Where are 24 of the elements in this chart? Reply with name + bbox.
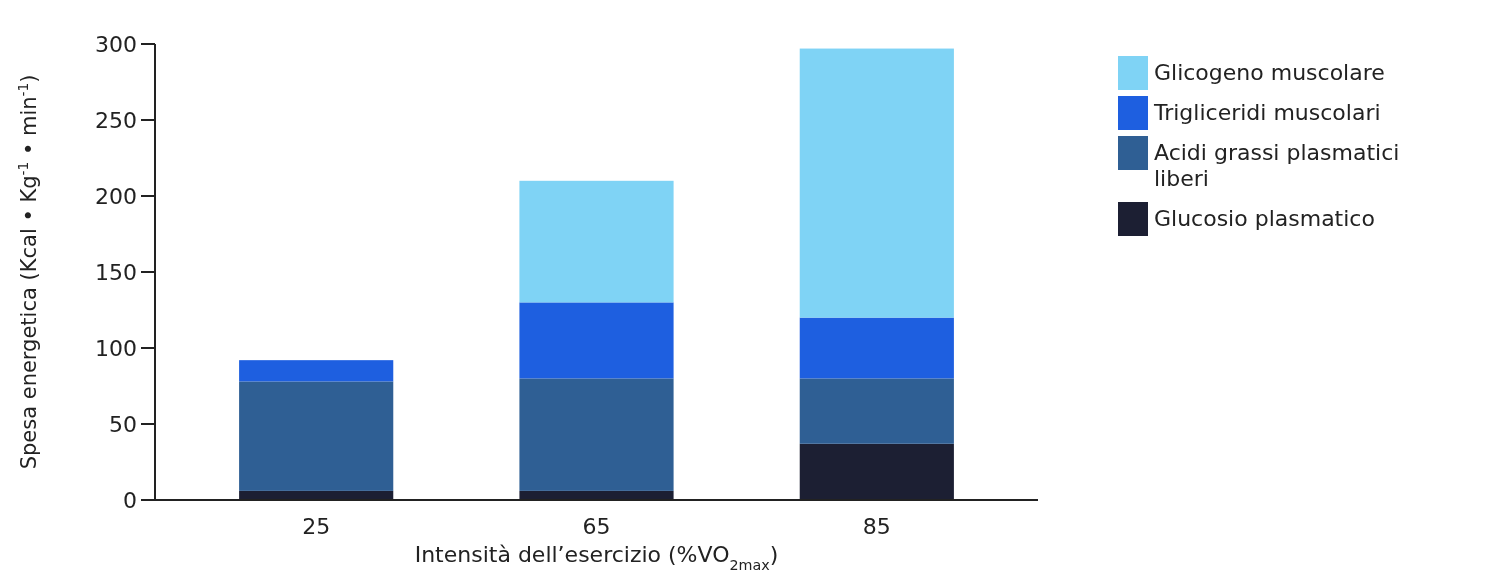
legend-label: Glicogeno muscolare xyxy=(1154,60,1385,85)
legend-label: Acidi grassi plasmatici liberi xyxy=(1154,140,1400,191)
bar xyxy=(239,360,394,382)
y-tick-label: 0 xyxy=(123,487,137,513)
y-tick-label: 300 xyxy=(95,31,137,57)
y-tick-label: 150 xyxy=(95,259,137,285)
bar xyxy=(519,378,674,491)
y-tick-label: 100 xyxy=(95,335,137,361)
y-tick-label: 250 xyxy=(95,107,137,133)
x-tick-label: 65 xyxy=(582,514,611,539)
y-tick-label: 50 xyxy=(109,411,137,437)
x-tick-label: 85 xyxy=(862,514,891,539)
bar xyxy=(519,180,674,303)
x-tick-label: 25 xyxy=(302,514,331,539)
bar xyxy=(799,443,954,500)
bar xyxy=(239,381,394,491)
bar xyxy=(799,48,954,318)
bar xyxy=(799,378,954,444)
y-tick-label: 200 xyxy=(95,183,137,209)
x-axis-title: Intensità dell’esercizio (%VO$_{2max}$) xyxy=(414,542,779,573)
bar xyxy=(519,302,674,379)
bar xyxy=(799,317,954,379)
legend-label: Trigliceridi muscolari xyxy=(1153,100,1381,125)
legend-label: Glucosio plasmatico xyxy=(1154,206,1375,231)
